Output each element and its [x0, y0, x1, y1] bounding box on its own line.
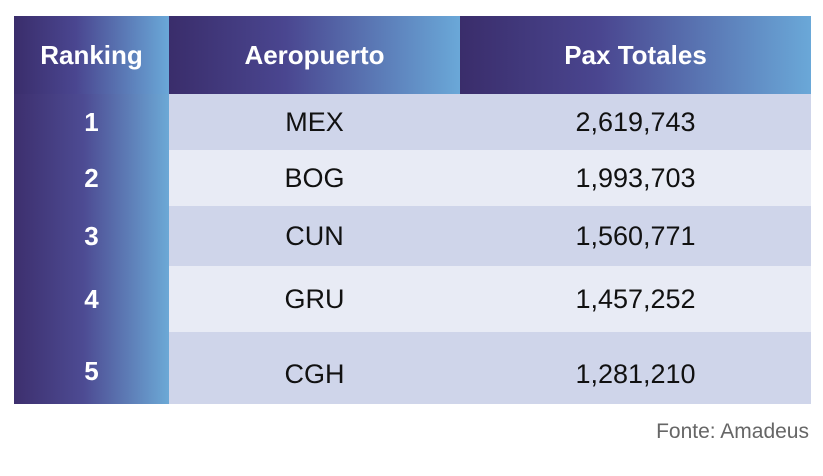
pax-total: 1,560,771 — [575, 220, 696, 251]
rank-cell: 2 — [84, 162, 99, 193]
airport-code: CGH — [284, 358, 345, 389]
rank-cell: 1 — [84, 106, 99, 137]
table-row: CGH 1,281,210 — [169, 332, 811, 404]
header-pax-totales: Pax Totales — [460, 16, 811, 94]
rank-cell: 4 — [84, 283, 99, 314]
table-row: CUN 1,560,771 — [169, 206, 811, 266]
airport-code: MEX — [285, 106, 344, 137]
header-ranking: Ranking — [14, 16, 169, 94]
rank-cell: 3 — [84, 220, 99, 251]
table-row: BOG 1,993,703 — [169, 150, 811, 206]
airport-code: BOG — [284, 162, 345, 193]
pax-total: 1,993,703 — [575, 162, 696, 193]
source-note: Fonte: Amadeus — [656, 420, 809, 443]
rank-cell: 5 — [84, 355, 99, 386]
airport-code: GRU — [284, 283, 345, 314]
ranking-column: 1 2 3 4 5 — [14, 94, 169, 404]
airport-code: CUN — [285, 220, 344, 251]
table-row: MEX 2,619,743 — [169, 94, 811, 150]
pax-total: 1,281,210 — [575, 358, 696, 389]
table-row: GRU 1,457,252 — [169, 266, 811, 332]
header-airport: Aeropuerto — [169, 16, 460, 94]
airport-ranking-table: Ranking Aeropuerto Pax Totales 1 2 3 4 5… — [14, 16, 811, 404]
pax-total: 2,619,743 — [575, 106, 696, 137]
pax-total: 1,457,252 — [575, 283, 696, 314]
